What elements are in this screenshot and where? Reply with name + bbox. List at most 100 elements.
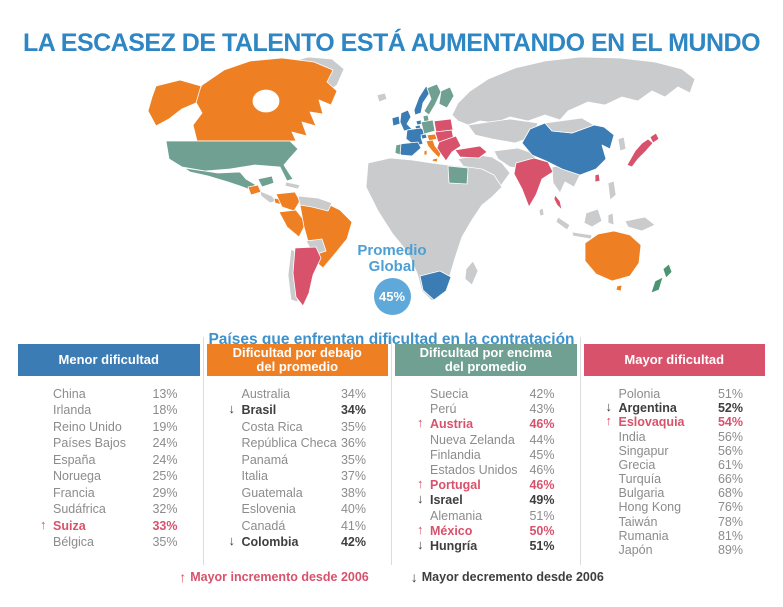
country-list: China 13% Irlanda 18% Reino Unido 19% Países B… (15, 387, 203, 549)
country-value: 51% (529, 508, 555, 523)
country-value: 34% (340, 403, 366, 418)
legend-decrease-label: Mayor decremento desde 2006 (421, 570, 604, 584)
region-italy (425, 139, 442, 159)
up-arrow-icon: ↑ (40, 516, 47, 532)
country-row: Perú 43% (430, 402, 555, 416)
country-row: Noruega 25% (53, 469, 178, 483)
up-arrow-icon: ↑ (179, 569, 187, 585)
country-name: Japón (618, 542, 653, 557)
country-row: Polonia 51% (619, 387, 744, 401)
country-value: 38% (340, 485, 366, 500)
region-java (571, 231, 593, 240)
region-france (405, 127, 427, 147)
country-name: Grecia (618, 457, 656, 472)
country-name: ↑ Austria (417, 415, 474, 432)
country-name: ↓ Israel (417, 491, 463, 508)
country-value: 35% (340, 419, 366, 434)
country-name: Bulgaria (618, 486, 665, 501)
region-iceland (376, 92, 388, 103)
region-philippines (607, 180, 617, 201)
country-row: Eslovenia 40% (242, 502, 367, 516)
country-list: Suecia 42% Perú 43% ↑ Austria 46% Nueva Zelanda… (392, 387, 580, 553)
legend-increase: ↑ Mayor incremento desde 2006 (179, 570, 369, 585)
country-value: 44% (529, 432, 555, 447)
hudson-bay (252, 89, 280, 113)
up-arrow-icon: ↑ (417, 476, 424, 492)
world-map (147, 56, 696, 307)
country-row: India 56% (619, 430, 744, 444)
country-name: Canadá (241, 518, 286, 533)
country-name: Francia (53, 485, 95, 500)
country-name: Singapur (618, 443, 669, 458)
region-finland (438, 86, 455, 109)
country-value: 18% (152, 403, 178, 418)
country-name: Australia (241, 387, 291, 401)
country-row: Estados Unidos 46% (430, 463, 555, 477)
country-row: ↓ Hungría 51% (417, 537, 555, 553)
country-value: 49% (529, 493, 555, 508)
country-value: 25% (152, 469, 178, 484)
page-title: LA ESCASEZ DE TALENTO ESTÁ AUMENTANDO EN… (22, 28, 761, 57)
country-row: ↑ Portugal 46% (417, 477, 555, 493)
country-name: Perú (430, 402, 457, 417)
country-row: ↑ Eslovaquia 54% (605, 413, 744, 430)
region-uk (399, 109, 413, 132)
country-name: Países Bajos (53, 436, 126, 451)
country-value: 42% (529, 387, 555, 401)
country-name: España (53, 452, 96, 467)
country-name: ↑ Suiza (40, 516, 86, 533)
country-row: Bulgaria 68% (619, 486, 744, 500)
down-arrow-icon: ↓ (228, 401, 236, 417)
country-value: 45% (529, 447, 555, 462)
region-africa (365, 157, 503, 302)
region-ireland (391, 115, 401, 127)
up-arrow-icon: ↑ (417, 415, 424, 431)
column-header: Dificultad por encima del promedio (395, 344, 577, 376)
country-row: ↓ Brasil 34% (229, 402, 367, 418)
region-madagascar (464, 260, 479, 286)
country-row: Grecia 61% (619, 458, 744, 472)
country-name: Estados Unidos (430, 462, 518, 477)
region-sulawesi (607, 212, 615, 226)
country-row: Australia 34% (242, 387, 367, 401)
country-row: Nueva Zelanda 44% (430, 433, 555, 447)
country-row: Irlanda 18% (53, 403, 178, 417)
column-header: Mayor dificultad (583, 344, 765, 376)
country-row: Panamá 35% (242, 453, 367, 467)
trend-legend: ↑ Mayor incremento desde 2006 ↓ Mayor de… (0, 570, 783, 585)
region-switzerland (420, 133, 428, 140)
country-name: Turquía (618, 472, 662, 487)
region-venezuela-guyanas (297, 195, 333, 212)
region-japan (626, 138, 654, 168)
country-name: República Checa (241, 436, 337, 451)
region-malaysia (553, 194, 563, 211)
country-name: Sudáfrica (53, 502, 106, 517)
country-value: 89% (717, 542, 743, 557)
country-name: Italia (241, 469, 268, 484)
country-value: 41% (340, 518, 366, 533)
global-average-label-line2: Global (368, 258, 416, 275)
country-value: 34% (340, 387, 366, 401)
country-name: Hong Kong (618, 500, 682, 515)
country-row: Suecia 42% (430, 387, 555, 401)
country-value: 61% (717, 457, 743, 472)
down-arrow-icon: ↓ (410, 569, 418, 585)
country-row: Japón 89% (619, 543, 744, 557)
region-guatemala (247, 184, 262, 196)
country-row: España 24% (53, 453, 178, 467)
country-name: Noruega (53, 469, 101, 484)
country-value: 78% (717, 514, 743, 529)
region-central-america (259, 190, 277, 204)
country-name: Rumania (618, 528, 669, 543)
country-value: 35% (340, 452, 366, 467)
region-sweden (423, 83, 442, 116)
country-value: 76% (717, 500, 743, 515)
region-argentina (292, 246, 322, 307)
down-arrow-icon: ↓ (228, 532, 236, 548)
country-name: ↑ Eslovaquia (605, 413, 685, 430)
country-name: Suecia (430, 387, 469, 401)
region-poland (433, 118, 454, 133)
country-value: 43% (529, 402, 555, 417)
global-average-label-line1: Promedio (357, 242, 427, 259)
